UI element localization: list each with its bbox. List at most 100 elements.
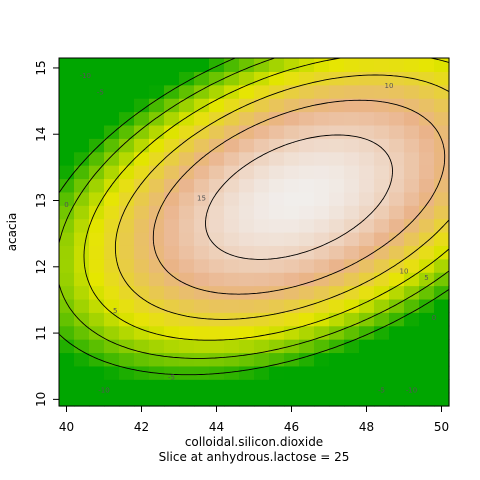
heatmap-cell (89, 98, 105, 113)
contour-line (58, 57, 450, 376)
heatmap-cell (314, 98, 330, 113)
heatmap-cell (134, 218, 150, 233)
heatmap-cell (269, 392, 285, 407)
heatmap-cell (404, 339, 420, 354)
heatmap-cell (419, 298, 435, 313)
heatmap-cell (89, 258, 105, 273)
heatmap-cell (359, 379, 375, 394)
heatmap-cell (254, 392, 270, 407)
heatmap-cell (254, 165, 270, 180)
heatmap-cell (374, 352, 390, 367)
heatmap-cell (59, 191, 75, 206)
heatmap-cell (299, 258, 315, 273)
heatmap-cell (134, 325, 150, 340)
heatmap-cell (224, 258, 240, 273)
heatmap-cell (224, 339, 240, 354)
heatmap-cell (269, 258, 285, 273)
heatmap-cell (314, 111, 330, 126)
x-tick-label: 48 (359, 420, 374, 434)
heatmap-cell (314, 258, 330, 273)
heatmap-cell (359, 205, 375, 220)
heatmap-cell (239, 232, 255, 246)
heatmap-cell (344, 272, 360, 287)
heatmap-cell (299, 218, 315, 233)
heatmap-cell (329, 218, 345, 233)
heatmap-cell (329, 339, 345, 354)
heatmap-cell (74, 218, 90, 233)
heatmap-cell (74, 84, 90, 99)
heatmap-cell (374, 205, 390, 220)
heatmap-cell (404, 365, 420, 380)
heatmap-cell (269, 298, 285, 313)
heatmap-cell (359, 272, 375, 287)
heatmap-cell (269, 285, 285, 300)
heatmap-cell (59, 258, 75, 273)
heatmap-cell (119, 98, 135, 113)
heatmap-cell (299, 71, 315, 86)
heatmap-cell (239, 205, 255, 220)
heatmap-cell (374, 232, 390, 246)
heatmap-cell (344, 232, 360, 246)
heatmap-cell (284, 84, 300, 99)
heatmap-cell (134, 352, 150, 367)
heatmap-cell (344, 111, 360, 126)
heatmap-cell (224, 205, 240, 220)
heatmap-cell (209, 124, 225, 139)
heatmap-cell (194, 325, 210, 340)
heatmap-cell (134, 58, 150, 72)
heatmap-cell (119, 84, 135, 99)
heatmap-cell (344, 352, 360, 367)
heatmap-cell (434, 151, 450, 166)
plot-frame (58, 57, 450, 407)
heatmap-cell (389, 165, 405, 180)
heatmap-cell (149, 178, 165, 193)
heatmap-cell (164, 191, 180, 206)
heatmap-cell (254, 379, 270, 394)
heatmap-cell (59, 325, 75, 340)
heatmap-cell (389, 151, 405, 166)
heatmap-cell (89, 58, 105, 72)
heatmap-cell (194, 232, 210, 246)
y-tick-label: 14 (34, 127, 48, 142)
heatmap-cell (164, 218, 180, 233)
heatmap-cell (149, 165, 165, 180)
heatmap-cell (344, 191, 360, 206)
heatmap-cell (284, 218, 300, 233)
heatmap-cell (254, 71, 270, 86)
heatmap-cell (134, 124, 150, 139)
heatmap-cell (419, 58, 435, 72)
heatmap-cell (89, 124, 105, 139)
heatmap-cell (134, 205, 150, 220)
heatmap-cell (179, 245, 195, 260)
heatmap-cell (314, 245, 330, 260)
heatmap-cell (314, 312, 330, 327)
heatmap-cell (104, 232, 120, 246)
heatmap-cell (389, 71, 405, 86)
heatmap-cell (224, 285, 240, 300)
heatmap-cell (149, 124, 165, 139)
heatmap-cell (329, 325, 345, 340)
heatmap-cell (374, 379, 390, 394)
heatmap-cell (179, 312, 195, 327)
heatmap-cell (89, 312, 105, 327)
heatmap-cell (254, 298, 270, 313)
heatmap-cell (89, 352, 105, 367)
heatmap-cell (164, 339, 180, 354)
heatmap-cell (419, 71, 435, 86)
heatmap-cell (404, 258, 420, 273)
heatmap-cell (74, 205, 90, 220)
heatmap-cell (299, 312, 315, 327)
heatmap-cell (89, 138, 105, 153)
heatmap-cell (374, 84, 390, 99)
x-axis-title: colloidal.silicon.dioxide (185, 435, 323, 449)
heatmap-cell (134, 165, 150, 180)
heatmap-cell (269, 365, 285, 380)
heatmap-cell (434, 352, 450, 367)
heatmap-cell (59, 84, 75, 99)
heatmap-cell (179, 365, 195, 380)
heatmap-cell (374, 245, 390, 260)
heatmap-cell (134, 298, 150, 313)
heatmap-cell (194, 298, 210, 313)
y-tick-label: 15 (34, 60, 48, 75)
heatmap-cell (164, 365, 180, 380)
